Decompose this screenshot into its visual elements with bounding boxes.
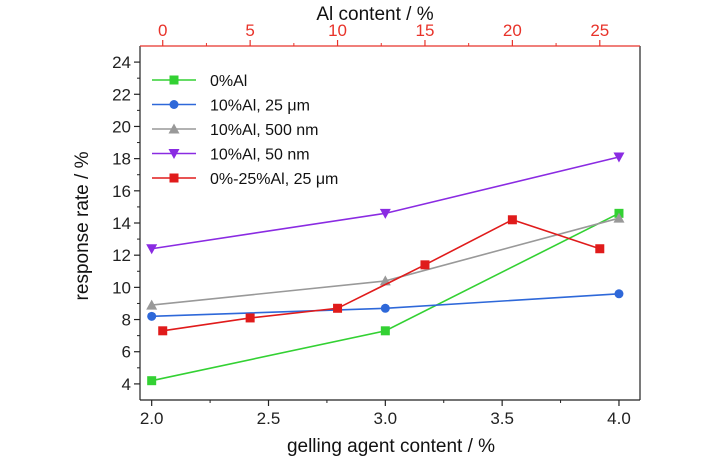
data-point (613, 212, 625, 223)
x-axis-title: gelling agent content / % (287, 436, 495, 457)
bottom-x-axis: 2.0 2.5 3.0 3.5 4.0 (140, 400, 631, 428)
data-point (147, 311, 157, 321)
legend-item: 10%Al, 50 nm (152, 147, 310, 164)
data-point (613, 152, 625, 163)
data-point (245, 313, 255, 323)
series-line (162, 218, 601, 332)
y-tick-label: 18 (112, 150, 131, 169)
legend-item: 10%Al, 25 μm (152, 98, 310, 115)
legend-label: 10%Al, 50 nm (210, 147, 310, 164)
data-point (146, 299, 158, 310)
legend-label: 0%-25%Al, 25 μm (210, 171, 338, 188)
y-tick-label: 8 (122, 311, 131, 330)
series-0 (147, 208, 624, 386)
y-tick-label: 24 (112, 53, 131, 72)
series-layer (146, 152, 625, 386)
top-x-axis: 0 5 10 15 20 25 (158, 21, 609, 46)
legend-label: 10%Al, 25 μm (210, 98, 310, 115)
y-tick-label: 16 (112, 182, 131, 201)
top-x-tick-label: 20 (503, 21, 522, 40)
series-1 (147, 289, 624, 321)
data-point (147, 376, 157, 386)
x-tick-label: 2.0 (140, 409, 164, 428)
legend-marker (168, 123, 180, 134)
data-point (420, 260, 430, 270)
data-point (380, 326, 390, 336)
legend-marker (169, 173, 179, 183)
series-3 (146, 152, 625, 255)
top-x-axis-title: Al content / % (316, 4, 433, 25)
top-x-tick-label: 5 (245, 21, 254, 40)
legend-item: 0%-25%Al, 25 μm (152, 171, 338, 188)
data-point (614, 289, 624, 299)
legend-label: 0%Al (210, 73, 247, 90)
data-point (333, 303, 343, 313)
data-point (380, 303, 390, 313)
top-x-tick-label: 10 (328, 21, 347, 40)
legend-item: 0%Al (152, 73, 247, 90)
data-point (507, 215, 517, 225)
y-axis-title: response rate / % (72, 151, 93, 300)
y-tick-label: 10 (112, 278, 131, 297)
legend-label: 10%Al, 500 nm (210, 122, 319, 139)
x-tick-label: 3.5 (490, 409, 514, 428)
top-x-tick-label: 0 (158, 21, 167, 40)
legend-marker (169, 100, 179, 109)
y-tick-label: 6 (122, 343, 131, 362)
data-point (146, 244, 158, 255)
data-point (158, 326, 168, 336)
data-point (379, 208, 391, 219)
y-tick-label: 4 (122, 375, 131, 394)
legend-marker (168, 149, 180, 159)
legend-marker (169, 75, 179, 85)
data-point (595, 244, 605, 254)
plot-frame (139, 45, 641, 401)
x-tick-label: 2.5 (257, 409, 281, 428)
x-tick-label: 3.0 (374, 409, 398, 428)
x-tick-label: 4.0 (607, 409, 631, 428)
y-tick-label: 20 (112, 117, 131, 136)
y-tick-label: 12 (112, 246, 131, 265)
legend: 0%Al 10%Al, 25 μm 10%Al, 500 nm 10%Al, 50 n… (152, 73, 338, 188)
legend-item: 10%Al, 500 nm (152, 122, 319, 139)
y-tick-label: 14 (112, 214, 131, 233)
left-y-axis: 4 6 8 10 12 14 16 18 20 22 24 (112, 53, 140, 394)
series-4 (158, 215, 605, 336)
top-x-tick-label: 15 (416, 21, 435, 40)
top-x-tick-label: 25 (590, 21, 609, 40)
y-tick-label: 22 (112, 85, 131, 104)
series-2 (146, 212, 625, 310)
